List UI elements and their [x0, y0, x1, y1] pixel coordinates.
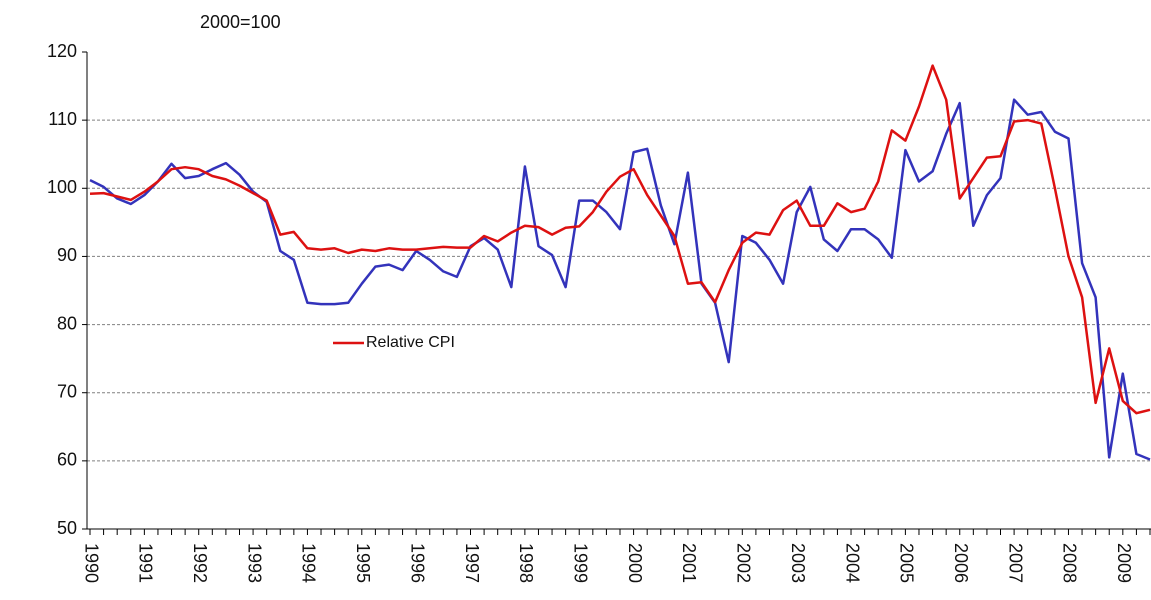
x-tick-label: 1998	[516, 543, 536, 583]
y-tick-label: 70	[57, 381, 77, 401]
x-tick-label: 2000	[625, 543, 645, 583]
x-tick-label: 1991	[136, 543, 156, 583]
y-tick-label: 120	[47, 41, 77, 61]
series-line	[89, 64, 1151, 415]
x-tick-label: 1990	[81, 543, 101, 583]
x-tick-label: 2007	[1005, 543, 1025, 583]
x-tick-label: 1999	[570, 543, 590, 583]
series-line	[89, 98, 1151, 461]
x-tick-label: 2004	[842, 543, 862, 583]
y-tick-label: 80	[57, 313, 77, 333]
x-tick-label: 1995	[353, 543, 373, 583]
x-tick-label: 2003	[788, 543, 808, 583]
y-tick-label: 110	[48, 109, 77, 129]
x-tick-label: 1992	[190, 543, 210, 583]
y-tick-label: 50	[57, 518, 77, 538]
x-tick-label: 2005	[897, 543, 917, 583]
y-tick-label: 60	[57, 450, 77, 470]
x-tick-label: 2006	[951, 543, 971, 583]
legend-label: Relative CPI	[366, 334, 455, 351]
x-tick-label: 1994	[299, 543, 319, 583]
x-tick-label: 1997	[462, 543, 482, 583]
x-tick-label: 1996	[407, 543, 427, 583]
y-tick-label: 100	[47, 177, 77, 197]
x-tick-label: 2008	[1060, 543, 1080, 583]
x-tick-label: 1993	[244, 543, 264, 583]
x-tick-label: 2001	[679, 543, 699, 583]
x-tick-label: 2009	[1114, 543, 1134, 583]
y-tick-label: 90	[57, 245, 77, 265]
x-tick-label: 2002	[734, 543, 754, 583]
chart-subtitle: 2000=100	[200, 12, 281, 32]
